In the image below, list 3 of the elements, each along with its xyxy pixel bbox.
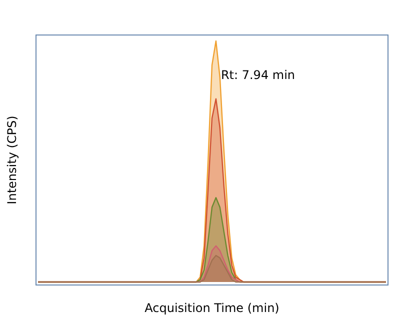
- x-axis-title: Acquisition Time (min): [144, 301, 280, 315]
- annotation: Rt: 7.94 min: [220, 68, 296, 82]
- y-axis-title: Intensity (CPS): [5, 116, 19, 204]
